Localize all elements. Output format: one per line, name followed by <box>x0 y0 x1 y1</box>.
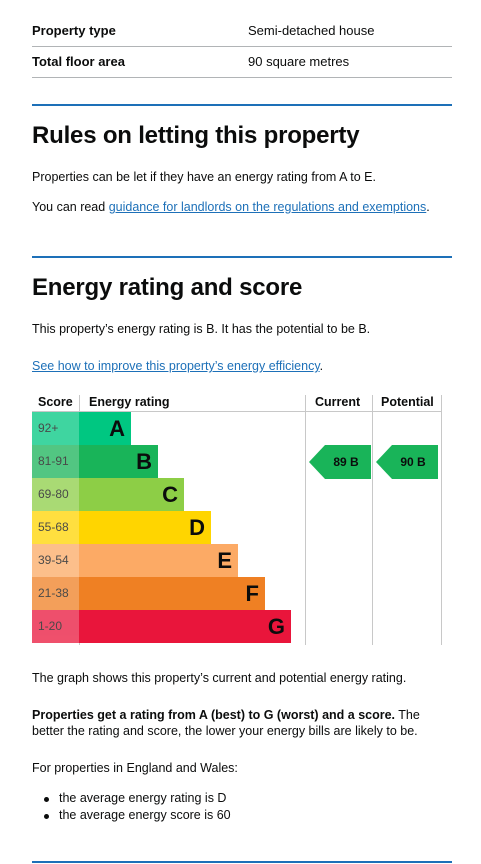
score-range-b: 81-91 <box>32 445 79 478</box>
potential-rating-arrow-label: 90 B <box>400 455 426 469</box>
summary-value: Semi-detached house <box>248 23 375 38</box>
rating-explanation: Properties get a rating from A (best) to… <box>32 707 452 739</box>
score-range-f: 21-38 <box>32 577 79 610</box>
header-energy-rating: Energy rating <box>89 395 170 409</box>
energy-rating-text: This property’s energy rating is B. It h… <box>32 322 371 336</box>
score-range-d: 55-68 <box>32 511 79 544</box>
rules-guidance-prefix: You can read <box>32 200 109 214</box>
energy-link-suffix: . <box>319 359 324 373</box>
summary-value: 90 square metres <box>248 54 350 69</box>
band-a: A <box>79 412 131 445</box>
section-divider <box>32 861 452 863</box>
chart-header-divider <box>32 411 442 412</box>
list-item: the average energy score is 60 <box>32 807 231 824</box>
score-range-g: 1-20 <box>32 610 79 643</box>
summary-key: Total floor area <box>32 54 125 69</box>
summary-key: Property type <box>32 23 116 38</box>
score-range-c: 69-80 <box>32 478 79 511</box>
rules-heading: Rules on letting this property <box>32 122 360 149</box>
band-b: B <box>79 445 158 478</box>
averages-list: the average energy rating is D the avera… <box>32 790 231 824</box>
band-d: D <box>79 511 211 544</box>
band-letter: D <box>189 515 205 540</box>
band-letter: A <box>109 416 125 441</box>
section-divider <box>32 256 452 258</box>
score-range-e: 39-54 <box>32 544 79 577</box>
header-score: Score <box>38 395 73 409</box>
summary-row-floor-area: Total floor area 90 square metres <box>32 47 452 78</box>
band-letter: G <box>267 614 285 639</box>
band-e: E <box>79 544 238 577</box>
graph-description: The graph shows this property’s current … <box>32 671 407 685</box>
header-current: Current <box>315 395 361 409</box>
summary-row-property-type: Property type Semi-detached house <box>32 20 452 47</box>
rating-explanation-rest: The better the rating and score, the low… <box>32 708 420 738</box>
current-rating-arrow: 89 B <box>309 445 371 479</box>
section-divider <box>32 104 452 106</box>
guidance-link[interactable]: guidance for landlords on the regulation… <box>108 200 427 214</box>
band-letter: B <box>136 449 152 474</box>
list-item: the average energy rating is D <box>32 790 231 807</box>
rules-guidance-text: You can read guidance for landlords on t… <box>32 199 452 215</box>
chart-column-divider <box>305 395 306 645</box>
energy-heading: Energy rating and score <box>32 274 303 301</box>
band-g: G <box>79 610 291 643</box>
energy-link-paragraph: See how to improve this property’s energ… <box>32 358 452 374</box>
epc-chart: Score Energy rating Current Potential 92… <box>32 395 442 645</box>
chart-column-divider <box>372 395 373 645</box>
chart-column-divider <box>441 395 442 645</box>
header-potential: Potential <box>381 395 434 409</box>
improve-efficiency-link[interactable]: See how to improve this property’s energ… <box>32 359 320 373</box>
score-range-a: 92+ <box>32 412 79 445</box>
rules-text: Properties can be let if they have an en… <box>32 170 376 184</box>
potential-rating-arrow: 90 B <box>376 445 438 479</box>
band-letter: C <box>162 482 178 507</box>
rules-guidance-suffix: . <box>426 200 430 214</box>
band-letter: F <box>245 581 259 606</box>
band-c: C <box>79 478 184 511</box>
region-text: For properties in England and Wales: <box>32 761 238 775</box>
rating-explanation-bold: Properties get a rating from A (best) to… <box>32 708 396 722</box>
band-f: F <box>79 577 265 610</box>
current-rating-arrow-label: 89 B <box>333 455 359 469</box>
band-letter: E <box>217 548 232 573</box>
